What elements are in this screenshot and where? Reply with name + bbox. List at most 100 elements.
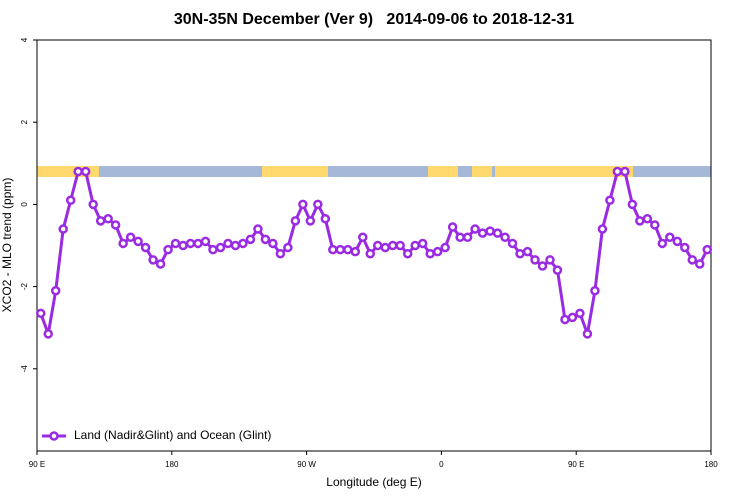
data-point xyxy=(410,240,420,251)
data-point xyxy=(425,248,435,259)
data-point xyxy=(185,238,196,249)
data-point xyxy=(417,238,428,249)
land-band xyxy=(472,166,492,177)
data-point xyxy=(447,222,458,232)
data-point xyxy=(500,232,510,243)
data-point xyxy=(200,236,211,247)
ocean-band xyxy=(37,166,711,177)
data-point xyxy=(635,216,645,226)
data-point xyxy=(245,234,256,245)
x-axis-label: Longitude (deg E) xyxy=(326,475,421,489)
data-point xyxy=(163,244,173,255)
data-point xyxy=(268,238,278,249)
data-point xyxy=(118,238,128,249)
data-point xyxy=(575,308,585,319)
data-point xyxy=(305,216,316,226)
data-point xyxy=(687,255,698,265)
legend-marker xyxy=(49,431,59,441)
data-point xyxy=(110,220,121,230)
data-point xyxy=(372,240,383,251)
data-point xyxy=(702,244,713,255)
data-point xyxy=(530,255,540,265)
data-point xyxy=(432,246,443,257)
plot-frame xyxy=(36,39,712,452)
legend-label: Land (Nadir&Glint) and Ocean (Glint) xyxy=(74,428,271,442)
land-band xyxy=(428,166,458,177)
data-point xyxy=(133,236,143,247)
y-tick-label: -4 xyxy=(20,365,29,373)
data-point xyxy=(193,238,203,249)
data-point xyxy=(537,261,548,271)
data-point xyxy=(73,166,83,177)
data-point xyxy=(627,199,638,210)
data-point xyxy=(680,242,690,253)
data-point xyxy=(440,242,450,253)
data-point xyxy=(275,248,286,259)
data-point xyxy=(507,238,518,249)
land-ocean-mask xyxy=(37,166,711,177)
data-point xyxy=(343,244,353,255)
data-point xyxy=(477,228,488,238)
data-point xyxy=(260,234,271,245)
data-point xyxy=(125,232,136,243)
data-point xyxy=(253,224,263,234)
data-point xyxy=(657,238,668,249)
data-point xyxy=(358,232,368,243)
data-point xyxy=(582,329,593,339)
data-point xyxy=(365,248,376,259)
data-point xyxy=(88,199,98,210)
data-point xyxy=(470,224,480,234)
data-point xyxy=(140,242,151,253)
y-axis-label: XCO2 - MLO trend (ppm) xyxy=(0,178,14,313)
data-point xyxy=(283,242,293,253)
land-band xyxy=(262,166,328,177)
x-tick-label: 0 xyxy=(439,460,444,469)
data-point xyxy=(223,238,233,249)
data-point xyxy=(298,199,308,210)
data-point xyxy=(178,240,188,251)
data-point xyxy=(597,224,608,234)
data-point xyxy=(545,255,555,265)
data-point xyxy=(80,166,91,177)
x-tick-label: 180 xyxy=(165,460,179,469)
data-point xyxy=(612,166,623,177)
y-tick-label: 4 xyxy=(20,37,29,42)
data-point xyxy=(328,244,338,255)
data-point xyxy=(103,214,113,224)
data-point xyxy=(552,265,563,275)
data-point xyxy=(515,248,525,259)
data-point xyxy=(395,240,405,251)
x-tick-label: 90 E xyxy=(568,460,584,469)
land-band xyxy=(495,166,633,177)
data-point xyxy=(695,259,705,269)
data-point xyxy=(50,285,61,296)
data-point xyxy=(387,240,398,251)
data-point xyxy=(170,238,181,249)
data-point xyxy=(380,242,390,253)
data-point xyxy=(238,238,248,249)
data-point xyxy=(462,232,473,243)
data-point xyxy=(65,195,76,206)
data-point xyxy=(215,242,226,253)
data-point xyxy=(313,199,323,210)
data-point xyxy=(208,244,218,255)
data-point xyxy=(43,329,53,339)
data-point xyxy=(590,285,600,296)
data-point xyxy=(522,246,533,257)
data-point xyxy=(672,236,683,247)
chart-title: 30N-35N December (Ver 9) 2014-09-06 to 2… xyxy=(174,11,574,28)
y-tick-label: 2 xyxy=(20,119,29,124)
data-point xyxy=(492,228,503,238)
data-point xyxy=(148,255,158,265)
data-point xyxy=(320,214,331,224)
data-point xyxy=(155,259,166,269)
data-point xyxy=(230,240,241,251)
data-point xyxy=(665,232,675,243)
data-point xyxy=(642,214,653,224)
data-point xyxy=(567,312,578,323)
data-point xyxy=(95,216,106,226)
data-point xyxy=(485,226,495,236)
data-point xyxy=(560,314,570,325)
data-point xyxy=(402,248,413,259)
